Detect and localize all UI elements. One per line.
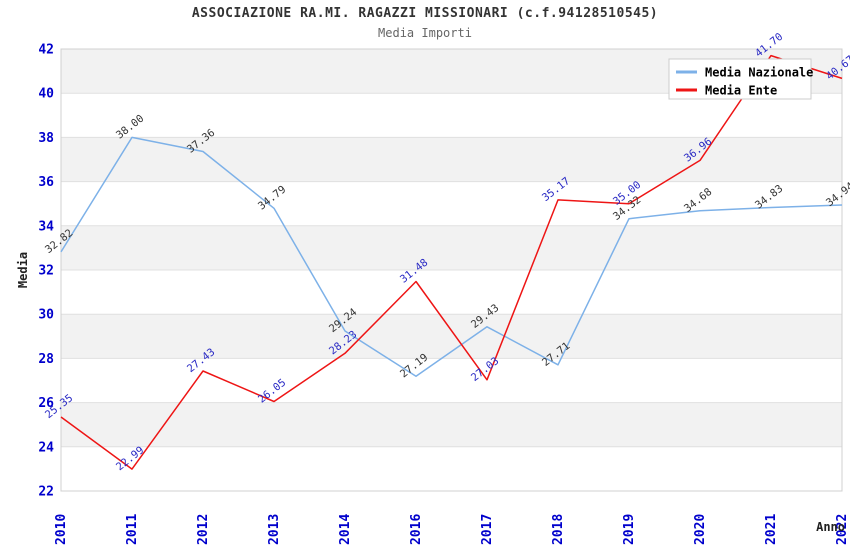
y-tick-label: 38 [38,131,54,146]
x-tick-label: 2012 [196,514,211,545]
x-tick-label: 2010 [54,514,69,545]
x-tick-label: 2018 [551,514,566,545]
y-tick-label: 24 [38,440,54,455]
y-tick-label: 30 [38,308,54,323]
x-tick-label: 2014 [338,514,353,545]
y-tick-label: 22 [38,485,54,500]
series-line-media-ente [60,54,843,470]
x-tick-label: 2021 [764,514,779,545]
y-tick-label: 32 [38,264,54,279]
legend-item-media-nazionale: Media Nazionale [705,66,813,80]
chart-subtitle: Media Importi [378,26,472,40]
plot-band [61,225,842,270]
plot-border [60,48,843,492]
x-tick-label: 2011 [125,514,140,545]
data-label: 34.79 [256,184,288,213]
data-label: 27.03 [469,355,501,384]
x-axis-title: Anno [816,520,845,534]
legend-box [668,58,812,100]
legend-item-media-ente: Media Ente [705,84,777,98]
plot-band [61,137,842,182]
y-tick-label: 36 [38,175,54,190]
x-tick-label: 2017 [480,514,495,545]
plot-band [61,402,842,447]
series-line-media-nazionale [60,136,843,378]
y-tick-label: 40 [38,87,54,102]
x-tick-label: 2019 [622,514,637,545]
y-tick-label: 26 [38,396,54,411]
x-tick-label: 2020 [693,514,708,545]
data-label: 22.99 [114,444,146,473]
y-tick-label: 34 [38,219,54,234]
y-tick-label: 28 [38,352,54,367]
x-tick-label: 2013 [267,514,282,545]
y-axis-title: Media [16,252,30,288]
x-tick-label: 2016 [409,514,424,545]
x-tick-label: 2022 [835,514,850,545]
y-tick-label: 42 [38,43,54,58]
chart-title: ASSOCIAZIONE RA.MI. RAGAZZI MISSIONARI (… [191,6,659,21]
